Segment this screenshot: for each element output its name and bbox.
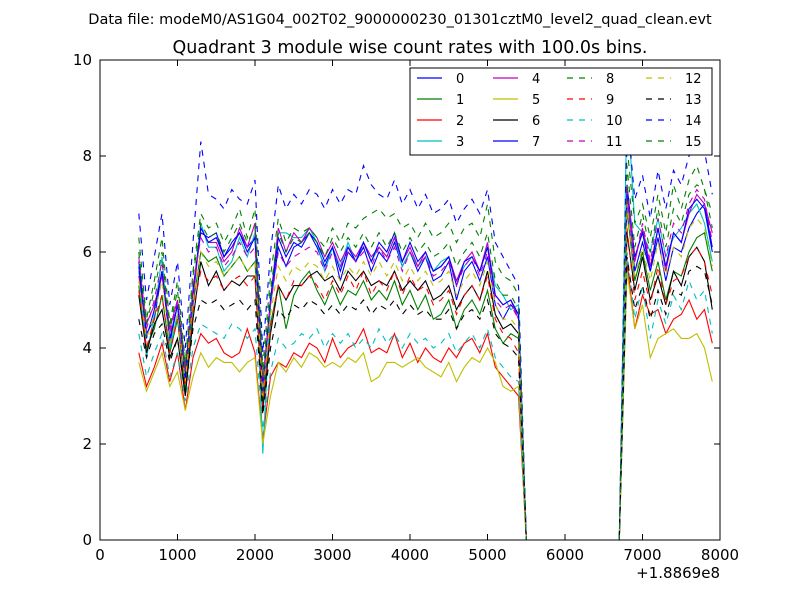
x-tick-label: 2000 [236,546,274,564]
legend-label-13: 13 [685,93,702,108]
legend-label-1: 1 [456,93,464,108]
legend-label-15: 15 [685,135,702,150]
legend-label-4: 4 [532,72,540,87]
y-tick-label: 0 [82,531,92,549]
x-tick-label: 7000 [623,546,661,564]
x-tick-label: 4000 [391,546,429,564]
plot-frame [99,59,721,541]
data-file-suptitle: Data file: modeM0/AS1G04_002T02_90000002… [88,12,712,28]
legend-label-9: 9 [606,93,614,108]
legend-label-7: 7 [532,135,540,150]
chart-title: Quadrant 3 module wise count rates with … [173,38,648,58]
series-line-13 [138,256,713,541]
x-tick-label: 1000 [158,546,196,564]
legend-label-14: 14 [685,114,702,129]
legend-label-8: 8 [606,72,614,87]
legend-label-10: 10 [606,114,623,129]
x-tick-label: 6000 [546,546,584,564]
legend-label-12: 12 [685,72,702,87]
legend-label-5: 5 [532,93,540,108]
y-tick-label: 6 [82,243,92,261]
series-line-11 [138,184,713,541]
x-offset-label: +1.8869e8 [636,564,720,582]
series-line-10 [138,251,713,541]
legend-label-3: 3 [456,135,464,150]
x-tick-label: 0 [95,546,105,564]
y-tick-label: 4 [82,339,92,357]
y-tick-label: 2 [82,435,92,453]
x-tick-label: 5000 [468,546,506,564]
legend-label-2: 2 [456,114,464,129]
series-line-8 [138,146,713,541]
legend-label-0: 0 [456,72,464,87]
x-tick-label: 3000 [313,546,351,564]
series-line-15 [138,165,713,541]
y-tick-label: 8 [82,147,92,165]
x-tick-label: 8000 [701,546,739,564]
y-tick-label: 10 [73,51,92,69]
series-line-14 [138,112,713,541]
legend-label-6: 6 [532,114,540,129]
legend-label-11: 11 [606,135,623,150]
